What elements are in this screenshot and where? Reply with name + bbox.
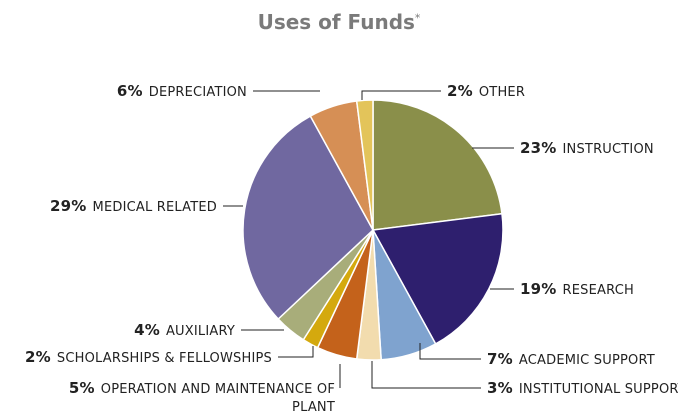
category-label: ACADEMIC SUPPORT [518, 353, 655, 368]
category-label: OPERATION AND MAINTENANCE OF PLANT [100, 382, 335, 413]
pie-slice [372, 99, 503, 231]
category-label: OTHER [478, 85, 526, 100]
category-label: SCHOLARSHIPS & FELLOWSHIPS [56, 351, 272, 366]
leader-line [419, 343, 481, 360]
slice-label: 3% INSTITUTIONAL SUPPORT [487, 379, 678, 399]
value-label: 2% [25, 348, 51, 366]
value-label: 7% [487, 350, 513, 368]
slice-label: 6% DEPRECIATION [117, 82, 247, 102]
chart-title: Uses of Funds* [0, 10, 678, 34]
slice-label: 19% RESEARCH [520, 280, 634, 300]
category-label: INSTITUTIONAL SUPPORT [518, 382, 678, 397]
value-label: 3% [487, 379, 513, 397]
leader-line [371, 361, 481, 389]
value-label: 19% [520, 280, 557, 298]
slice-label: 29% MEDICAL RELATED [50, 197, 217, 217]
slice-label: 2% OTHER [447, 82, 525, 102]
value-label: 6% [116, 82, 143, 100]
category-label: DEPRECIATION [148, 85, 247, 100]
slice-label: 2% SCHOLARSHIPS & FELLOWSHIPS [25, 348, 272, 368]
slice-label: 23% INSTRUCTION [520, 139, 654, 159]
value-label: 23% [520, 139, 557, 157]
leader-line [361, 90, 441, 100]
value-label: 2% [447, 82, 473, 100]
slice-label: 5% OPERATION AND MAINTENANCE OF PLANT [30, 379, 335, 413]
category-label: AUXILIARY [165, 324, 235, 339]
pie-slice [355, 99, 374, 231]
title-marker: * [414, 11, 421, 25]
slice-label: 4% AUXILIARY [134, 321, 235, 341]
value-label: 5% [68, 379, 95, 397]
value-label: 4% [134, 321, 160, 339]
category-label: MEDICAL RELATED [92, 200, 217, 215]
pie-slice [371, 212, 504, 345]
title-text: Uses of Funds [257, 10, 415, 34]
slice-label: 7% ACADEMIC SUPPORT [487, 350, 655, 370]
category-label: INSTRUCTION [562, 142, 654, 157]
category-label: RESEARCH [562, 283, 634, 298]
pie-slice [242, 115, 374, 321]
value-label: 29% [50, 197, 87, 215]
leader-line [278, 346, 314, 358]
